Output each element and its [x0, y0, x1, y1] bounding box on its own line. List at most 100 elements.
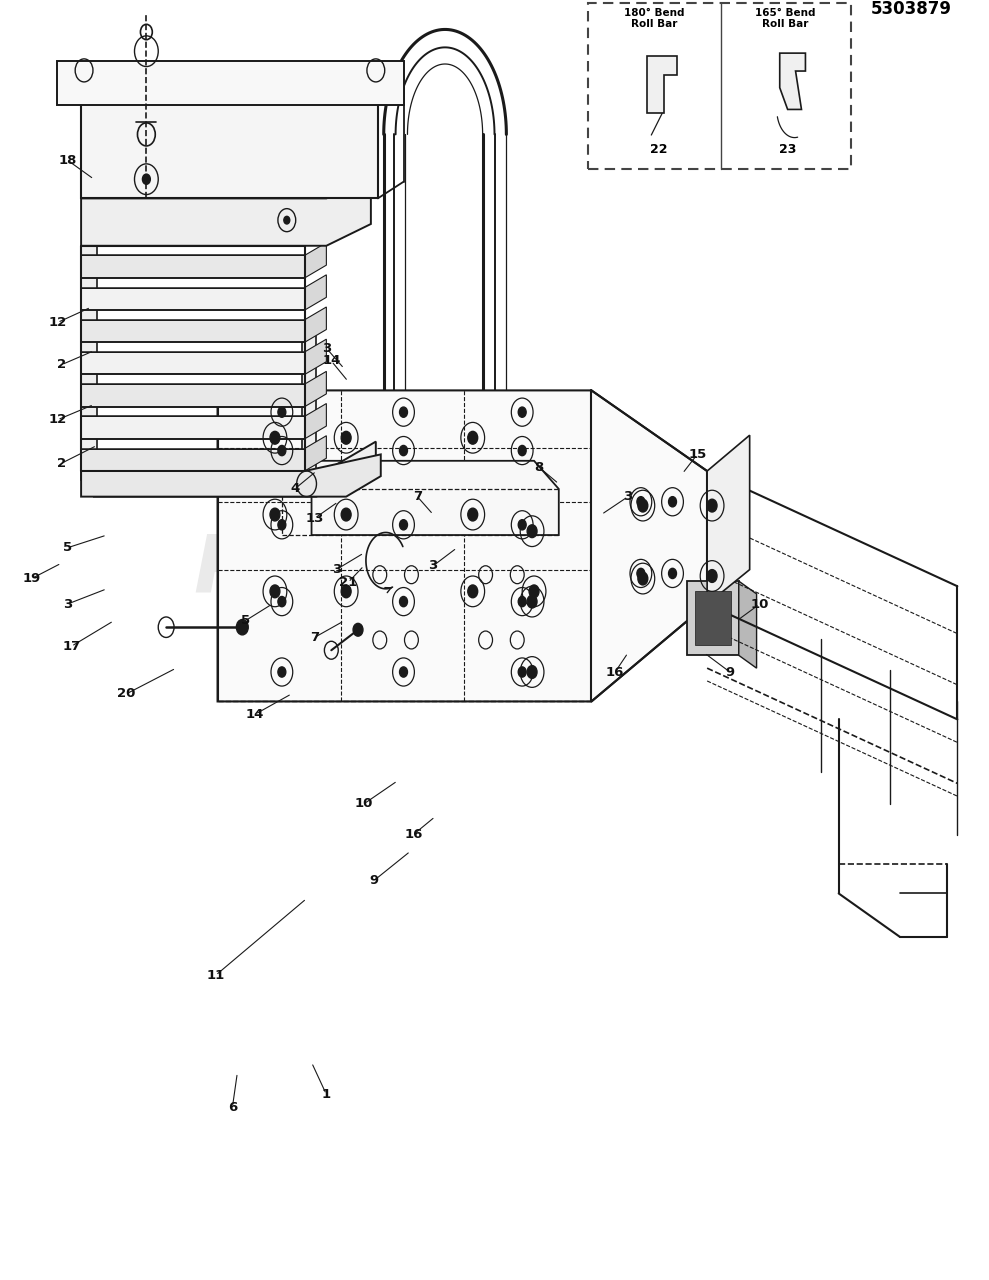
Polygon shape [81, 246, 97, 480]
Circle shape [669, 568, 676, 579]
Circle shape [400, 520, 407, 530]
Polygon shape [81, 102, 378, 198]
Polygon shape [648, 56, 677, 114]
Polygon shape [81, 256, 305, 278]
Polygon shape [707, 435, 750, 604]
Text: 22: 22 [651, 143, 668, 156]
Polygon shape [218, 390, 707, 701]
Polygon shape [305, 339, 326, 375]
Circle shape [400, 445, 407, 456]
Text: 10: 10 [751, 598, 768, 611]
Circle shape [518, 445, 526, 456]
Polygon shape [81, 182, 371, 246]
Circle shape [468, 431, 478, 444]
Circle shape [341, 508, 351, 521]
Polygon shape [305, 307, 326, 342]
Text: 20: 20 [118, 687, 135, 700]
Circle shape [278, 667, 286, 677]
Circle shape [400, 667, 407, 677]
Circle shape [518, 667, 526, 677]
Polygon shape [779, 54, 805, 110]
Circle shape [638, 572, 648, 585]
Text: 3: 3 [623, 490, 633, 503]
Text: 18: 18 [58, 154, 76, 166]
Polygon shape [305, 275, 326, 310]
Text: 13: 13 [306, 512, 323, 525]
Text: 2: 2 [56, 457, 66, 470]
Text: 17: 17 [62, 640, 80, 653]
Circle shape [353, 623, 363, 636]
Circle shape [669, 497, 676, 507]
Text: 9: 9 [369, 874, 379, 887]
Polygon shape [305, 371, 326, 407]
Text: 12: 12 [48, 413, 66, 426]
Circle shape [468, 508, 478, 521]
Text: 5: 5 [62, 541, 72, 554]
Text: 3: 3 [62, 598, 72, 611]
Circle shape [341, 431, 351, 444]
Text: 8: 8 [534, 461, 544, 474]
Text: 1: 1 [321, 1088, 331, 1101]
Circle shape [518, 520, 526, 530]
Circle shape [278, 445, 286, 456]
Circle shape [400, 407, 407, 417]
Text: 16: 16 [405, 828, 422, 841]
Text: 23: 23 [779, 143, 796, 156]
Text: 2: 2 [56, 358, 66, 371]
Circle shape [527, 595, 537, 608]
Polygon shape [305, 403, 326, 439]
Text: 15: 15 [688, 448, 706, 461]
Polygon shape [81, 288, 305, 310]
Polygon shape [739, 581, 757, 668]
Polygon shape [81, 320, 305, 342]
Text: 5: 5 [240, 614, 250, 627]
Circle shape [284, 216, 290, 224]
Text: 3: 3 [321, 342, 331, 355]
Polygon shape [302, 333, 316, 480]
Text: 12: 12 [48, 316, 66, 329]
Text: 4: 4 [290, 483, 300, 495]
Circle shape [707, 499, 717, 512]
Text: 14: 14 [246, 708, 264, 721]
Circle shape [527, 525, 537, 538]
Text: 11: 11 [207, 969, 225, 982]
Circle shape [707, 570, 717, 582]
Polygon shape [81, 448, 305, 471]
Text: 6: 6 [227, 1101, 237, 1114]
Polygon shape [81, 454, 381, 497]
Circle shape [341, 585, 351, 598]
Polygon shape [305, 435, 326, 471]
Circle shape [468, 585, 478, 598]
Circle shape [142, 174, 150, 184]
Circle shape [637, 568, 645, 579]
Circle shape [529, 585, 539, 598]
Polygon shape [81, 416, 305, 439]
Polygon shape [81, 384, 305, 407]
Polygon shape [687, 581, 739, 655]
Text: 180° Bend
Roll Bar: 180° Bend Roll Bar [624, 8, 684, 29]
Polygon shape [57, 61, 404, 105]
Circle shape [236, 620, 248, 635]
FancyBboxPatch shape [695, 591, 731, 645]
Circle shape [518, 596, 526, 607]
Text: 14: 14 [322, 355, 340, 367]
Circle shape [518, 407, 526, 417]
Text: 3: 3 [331, 563, 341, 576]
Circle shape [270, 431, 280, 444]
Text: PartsTre: PartsTre [194, 531, 568, 608]
Text: 19: 19 [23, 572, 41, 585]
Circle shape [270, 585, 280, 598]
Circle shape [278, 596, 286, 607]
Text: 7: 7 [412, 490, 422, 503]
Polygon shape [81, 352, 305, 375]
Circle shape [270, 508, 280, 521]
Circle shape [637, 497, 645, 507]
Text: 3: 3 [428, 559, 438, 572]
Text: 7: 7 [310, 631, 319, 644]
Text: 9: 9 [725, 666, 735, 678]
Text: 10: 10 [355, 797, 373, 810]
Text: 165° Bend
Roll Bar: 165° Bend Roll Bar [755, 8, 815, 29]
Text: 21: 21 [339, 576, 357, 589]
FancyBboxPatch shape [588, 3, 851, 169]
Polygon shape [305, 243, 326, 278]
